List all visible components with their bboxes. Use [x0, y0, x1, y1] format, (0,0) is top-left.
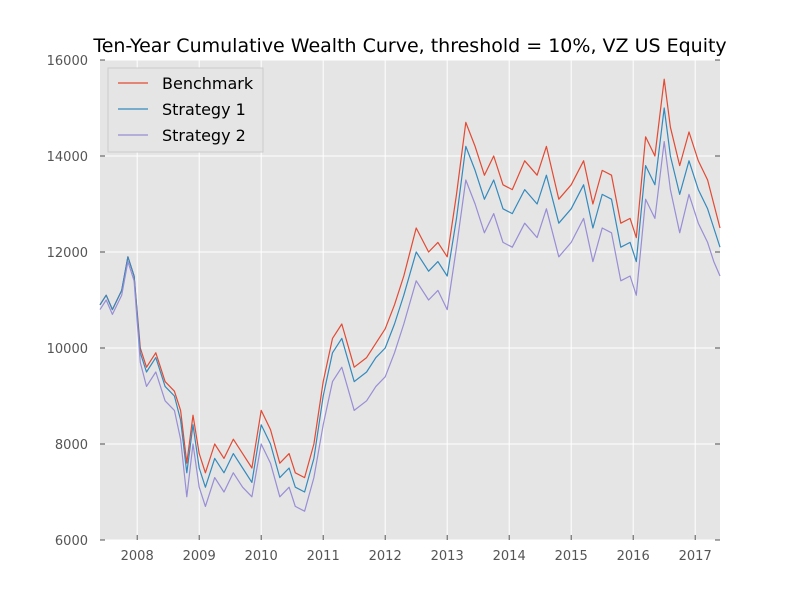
x-tick-label: 2012 — [369, 549, 402, 564]
x-tick-label: 2011 — [307, 549, 340, 564]
series-line-strategy-2 — [99, 141, 721, 512]
chart-title: Ten-Year Cumulative Wealth Curve, thresh… — [92, 35, 726, 57]
y-tick-label: 6000 — [55, 534, 88, 549]
x-tick-label: 2017 — [679, 549, 712, 564]
legend-label-strategy-2: Strategy 2 — [162, 126, 246, 145]
series-line-benchmark — [99, 78, 721, 479]
x-tick-label: 2015 — [555, 549, 588, 564]
y-tick-label: 12000 — [47, 246, 88, 261]
x-tick-label: 2016 — [617, 549, 650, 564]
x-tick-label: 2008 — [121, 549, 154, 564]
legend-box — [107, 67, 264, 153]
y-tick-label: 10000 — [47, 342, 88, 357]
legend: Benchmark Strategy 1 Strategy 2 — [107, 67, 264, 153]
axis-ticks: 2008 2009 2010 2011 2012 2013 2014 2015 2016 2017… — [47, 54, 720, 564]
legend-label-benchmark: Benchmark — [162, 74, 254, 93]
series-layer — [99, 78, 721, 512]
y-tick-label: 8000 — [55, 438, 88, 453]
legend-label-strategy-1: Strategy 1 — [162, 100, 246, 119]
series-line-strategy-1 — [99, 107, 721, 493]
x-tick-label: 2009 — [183, 549, 216, 564]
x-tick-label: 2010 — [245, 549, 278, 564]
y-tick-label: 16000 — [47, 54, 88, 69]
y-tick-label: 14000 — [47, 150, 88, 165]
x-tick-label: 2013 — [431, 549, 464, 564]
x-tick-label: 2014 — [493, 549, 526, 564]
